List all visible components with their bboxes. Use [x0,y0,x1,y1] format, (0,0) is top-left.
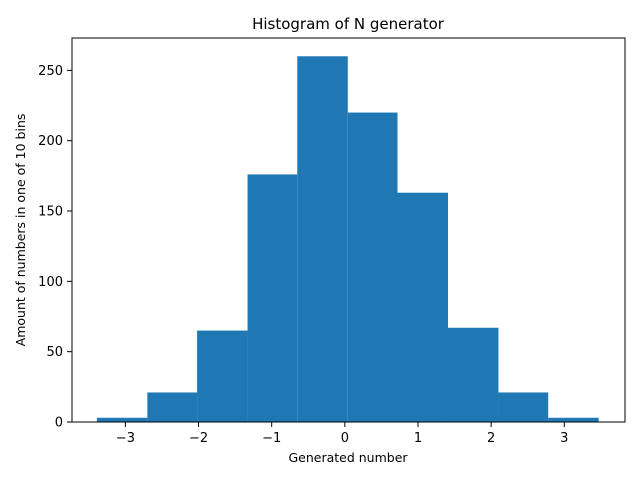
y-axis: 0 50 100 150 200 250 [38,64,72,431]
histogram-bar [297,56,348,423]
histogram-bar [197,330,248,422]
x-tick-label: 2 [487,431,495,446]
x-axis-label: Generated number [288,450,408,465]
histogram-bar [96,417,148,422]
histogram-bar [498,392,549,422]
y-tick-label: 0 [55,416,63,431]
histogram-bar [397,192,448,422]
histogram-bar [147,392,198,422]
plot-frame [71,37,626,423]
y-tick-label: 100 [38,275,63,290]
x-tick-label: 3 [560,431,568,446]
x-tick-label: −2 [189,431,208,446]
x-tick-label: 1 [414,431,422,446]
chart-title: Histogram of N generator [252,15,445,33]
y-tick-label: 50 [46,345,63,360]
y-axis-label: Amount of numbers in one of 10 bins [13,114,28,347]
x-axis: −3 −2 −1 0 1 2 3 [116,422,568,446]
y-tick-label: 150 [38,205,63,220]
y-tick-label: 200 [38,134,63,149]
x-tick-label: 0 [341,431,349,446]
histogram-bar [347,112,398,423]
histogram-bar [548,417,599,422]
histogram-bar [247,174,298,422]
y-tick-label: 250 [38,64,63,79]
x-tick-label: −1 [262,431,281,446]
histogram-bar [447,327,499,422]
bars-group [96,56,599,423]
x-tick-label: −3 [116,431,135,446]
